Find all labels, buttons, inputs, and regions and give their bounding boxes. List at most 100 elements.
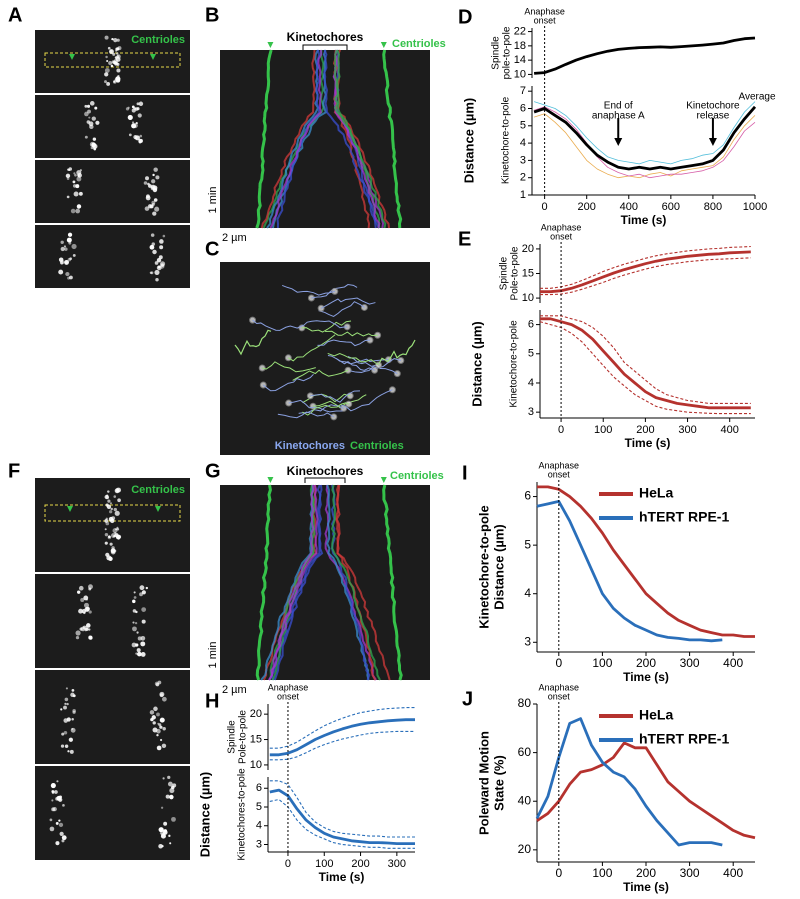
fluorescent-spot [88,587,92,591]
fluorescent-spot [109,49,113,53]
fluorescent-spot [65,687,68,690]
fluorescent-spot [71,243,77,250]
fluorescent-spot [80,597,85,603]
fluorescent-spot [145,195,151,201]
y-axis-label: Spindle [491,36,502,70]
fluorescent-spot [89,101,95,106]
image-label: Centrioles [131,484,185,496]
y-axis-label: Kinetochore-to-pole [509,320,520,408]
y-tick-label: 18 [514,40,526,52]
fluorescent-spot [167,781,173,787]
y-tick-label: 6 [520,102,526,114]
fluorescent-spot [150,233,155,237]
fluorescent-spot [72,180,76,184]
fluorescent-spot [63,730,68,735]
fluorescent-spot [84,607,90,612]
fluorescent-spot [92,137,97,141]
fluorescent-spot [78,585,84,591]
y-tick-label: 3 [520,154,526,166]
data-line [269,718,415,757]
centriole-marker [155,506,161,512]
annotation: onset [534,15,557,25]
fluorescent-spot [171,816,176,822]
fluorescent-spot [68,169,71,172]
fluorescent-spot [153,198,158,202]
arrow-head [614,138,623,146]
y-tick-label: 4 [256,820,262,832]
kinetochore-trajectory [302,320,348,329]
fluorescent-spot [138,140,142,144]
y-tick-label: 14 [514,54,526,66]
annotation: Anaphase [539,682,580,692]
x-tick-label: 0 [542,201,548,213]
image-label: Centrioles [131,34,185,46]
fluorescent-spot [67,258,72,262]
fluorescent-spot [61,835,67,841]
kinetochore-track [260,49,316,229]
kinetochore-trajectory [320,297,376,309]
y-tick-label: 3 [256,838,262,850]
fluorescent-spot [115,76,121,82]
fluorescent-spot [66,702,69,706]
panel-letter: C [205,238,219,260]
y-axis-label: pole-to-pole [502,26,513,79]
fluorescent-spot [117,498,121,503]
fluorescent-spot [112,528,118,534]
fluorescent-spot [135,643,139,647]
x-axis-label: Time (s) [319,870,365,884]
data-line [535,717,723,847]
annotation: Kinetochore [686,101,740,112]
fluorescent-spot [53,790,58,794]
y-tick-label: 15 [250,733,262,745]
fluorescent-spot [90,146,94,150]
x-tick-label: 100 [592,656,612,670]
y-tick-label: 40 [518,793,532,807]
fluorescent-spot [51,807,56,812]
data-line [537,485,755,638]
y-tick-label: 6 [256,782,262,794]
fluorescent-spot [72,710,76,714]
fluorescent-spot [84,111,89,117]
fluorescent-spot [149,245,154,250]
fluorescent-spot [139,134,143,138]
kinetochore-trajectory [282,284,335,296]
fluorescent-spot [64,247,68,251]
fluorescent-spot [106,59,109,62]
kinetochore-trajectory [325,330,378,337]
fluorescent-spot [104,519,109,523]
fluorescent-spot [94,106,98,110]
y-axis-label: Poleward Motion [476,731,491,835]
fluorescent-spot [155,278,159,282]
x-tick-label: 200 [351,858,369,870]
fluorescent-spot [58,819,61,822]
fluorescent-spot [157,722,160,725]
fluorescent-spot [63,245,67,248]
y-tick-label: 80 [518,696,532,710]
fluorescent-spot [78,608,83,614]
series-label: Average [738,91,776,102]
kinetochore-trajectory [340,389,393,412]
kinetochore-trajectory [262,373,314,392]
fluorescent-spot [116,55,120,59]
fluorescent-spot [73,191,79,197]
kinetochore-trajectory [252,319,304,331]
fluorescent-spot [105,55,108,59]
fluorescent-spot [162,234,166,238]
fluorescent-spot [169,794,174,800]
image-label: Kinetochores [275,440,345,452]
fluorescent-spot [71,717,74,721]
fluorescent-spot [133,596,137,599]
fluorescent-spot [93,147,97,151]
fluorescent-spot [60,246,65,252]
kinetochore-track [324,484,377,681]
fluorescent-spot [75,635,80,640]
fluorescent-spot [135,652,138,655]
fluorescent-spot [64,702,67,705]
fluorescent-spot [51,799,54,802]
x-tick-label: 200 [636,656,656,670]
centriole-marker [380,477,387,483]
legend-label: HeLa [639,485,673,501]
fluorescent-spot [141,607,147,612]
panel-letter: D [458,6,472,28]
fluorescent-spot [159,245,164,250]
